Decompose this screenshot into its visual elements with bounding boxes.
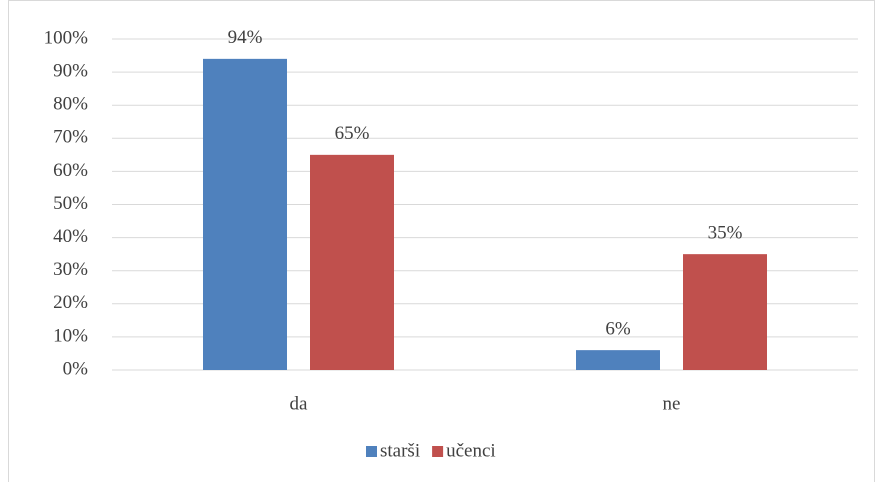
bar — [576, 350, 660, 370]
legend-label: učenci — [446, 440, 496, 461]
data-label: 35% — [708, 223, 743, 244]
data-label: 65% — [335, 123, 370, 144]
y-tick-label: 40% — [53, 226, 88, 247]
y-tick-label: 70% — [53, 127, 88, 148]
y-tick-label: 80% — [53, 94, 88, 115]
y-tick-label: 90% — [53, 60, 88, 81]
bar — [203, 58, 287, 371]
data-label: 6% — [605, 318, 631, 339]
y-tick-label: 60% — [53, 160, 88, 181]
legend-label: starši — [380, 440, 420, 461]
x-tick-label: da — [290, 393, 309, 414]
chart-border — [8, 0, 875, 482]
legend-swatch — [432, 446, 444, 457]
y-tick-label: 20% — [53, 292, 88, 313]
bar — [683, 254, 767, 370]
y-tick-label: 50% — [53, 193, 88, 214]
bar — [310, 154, 394, 370]
legend-swatch — [366, 446, 377, 457]
y-tick-label: 100% — [44, 27, 89, 48]
data-label: 94% — [228, 27, 263, 48]
y-tick-label: 30% — [53, 259, 88, 280]
y-tick-label: 0% — [63, 358, 89, 379]
x-tick-label: ne — [663, 393, 681, 414]
y-tick-label: 10% — [53, 325, 88, 346]
